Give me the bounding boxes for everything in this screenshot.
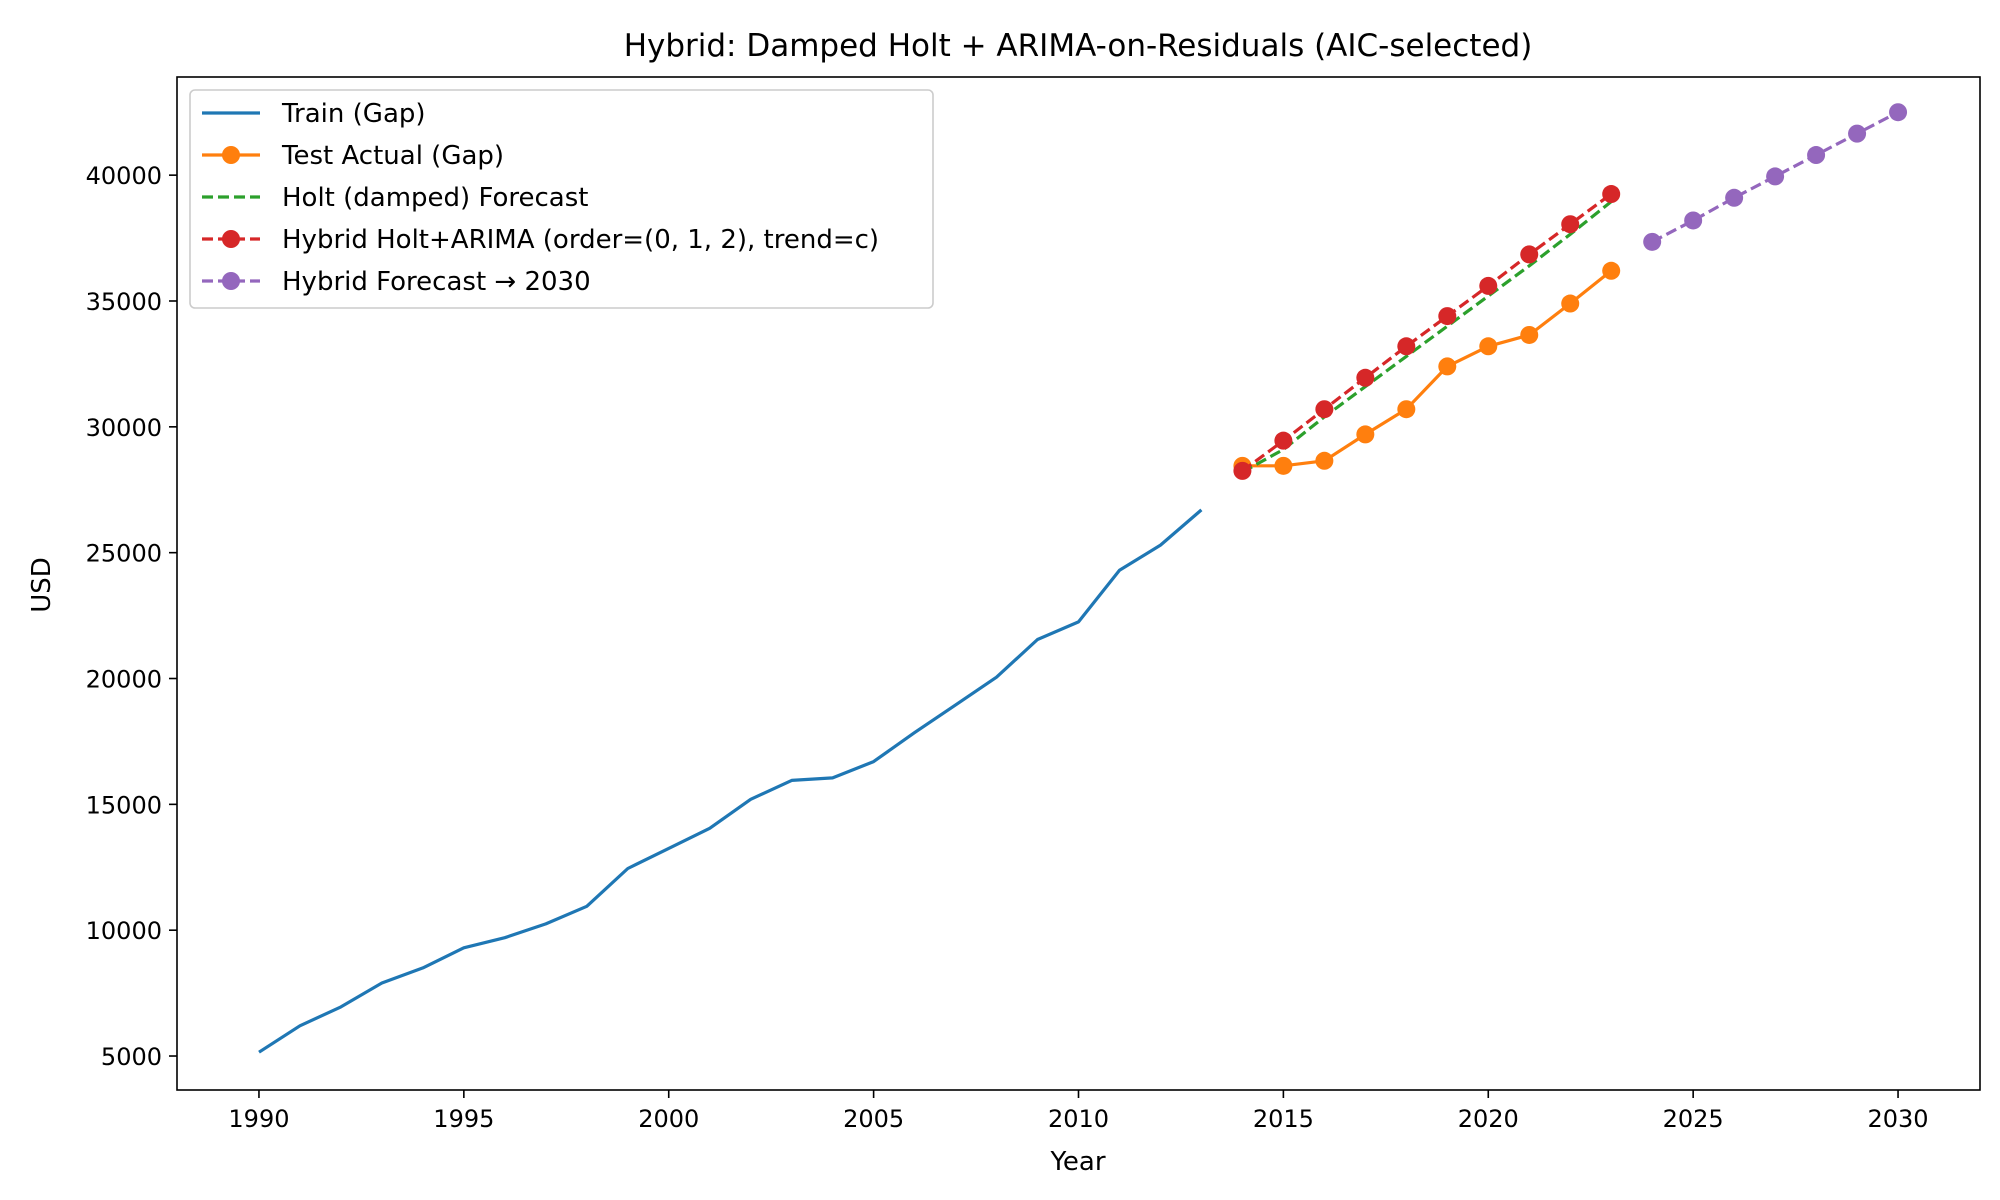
x-tick-label: 1990 [228, 1105, 289, 1133]
y-axis-title: USD [27, 557, 57, 613]
series-3-point [1233, 461, 1252, 480]
series-0 [258, 508, 1203, 1054]
series-1-point [1274, 456, 1293, 475]
series-line-0 [258, 508, 1203, 1054]
x-tick-label: 2025 [1663, 1105, 1724, 1133]
series-1 [1233, 261, 1621, 475]
series-3-point [1315, 400, 1334, 419]
y-tick-label: 40000 [86, 162, 162, 190]
series-1-point [1520, 325, 1539, 344]
series-4-point [1807, 146, 1826, 165]
legend-label: Train (Gap) [281, 99, 426, 129]
series-3 [1233, 185, 1621, 480]
series-4-point [1725, 188, 1744, 207]
legend-label: Test Actual (Gap) [281, 141, 504, 171]
series-3-point [1479, 276, 1498, 295]
y-axis: 5000 10000 15000 20000 25000 30000 35000 40000 [86, 162, 177, 1071]
series-4-point [1684, 211, 1703, 230]
legend-entry-0: Train (Gap) [202, 99, 426, 129]
y-tick-label: 25000 [86, 540, 162, 568]
x-tick-label: 2005 [843, 1105, 904, 1133]
series-line-2 [1241, 200, 1613, 474]
series-line-3 [1241, 192, 1613, 473]
series-1-point [1561, 294, 1580, 313]
legend-label: Hybrid Holt+ARIMA (order=(0, 1, 2), tren… [282, 225, 879, 255]
series-1-point [1315, 451, 1334, 470]
series-3-point [1602, 185, 1621, 204]
legend-entry-4: Hybrid Forecast → 2030 [202, 267, 591, 297]
legend-box [189, 89, 934, 309]
legend-label: Hybrid Forecast → 2030 [282, 267, 591, 297]
series-4-point [1643, 232, 1662, 251]
series-3-point [1438, 307, 1457, 326]
y-tick-label: 20000 [86, 666, 162, 694]
series-1-point [1356, 425, 1375, 444]
series-4-point [1889, 103, 1908, 122]
x-tick-label: 2010 [1048, 1105, 1109, 1133]
series-3-point [1274, 431, 1293, 450]
series-4 [1643, 103, 1908, 251]
legend-label: Holt (damped) Forecast [282, 183, 588, 213]
series-3-point [1397, 337, 1416, 356]
y-tick-label: 30000 [86, 414, 162, 442]
x-tick-label: 2000 [638, 1105, 699, 1133]
series-3-point [1356, 368, 1375, 387]
legend-entry-1: Test Actual (Gap) [202, 141, 504, 171]
x-tick-label: 2015 [1253, 1105, 1314, 1133]
legend-swatch-marker [222, 146, 240, 164]
series-1-point [1479, 337, 1498, 356]
x-tick-label: 1995 [433, 1105, 494, 1133]
x-tick-label: 2030 [1868, 1105, 1929, 1133]
y-tick-label: 5000 [101, 1043, 162, 1071]
legend-entry-2: Holt (damped) Forecast [202, 183, 588, 213]
series-1-point [1397, 400, 1416, 419]
chart-title: Hybrid: Damped Holt + ARIMA-on-Residuals… [624, 28, 1533, 64]
legend-swatch-marker [222, 272, 240, 290]
y-tick-label: 35000 [86, 288, 162, 316]
series-1-point [1438, 357, 1457, 376]
plot-area [176, 76, 1981, 1091]
series-3-point [1561, 215, 1580, 234]
legend: Train (Gap) Test Actual (Gap) Holt (damped… [189, 89, 934, 309]
legend-swatch-marker [222, 230, 240, 248]
x-axis: 1990 1995 2000 2005 2010 2015 2020 2025 2030 [228, 1090, 1929, 1133]
series-line-1 [1242, 269, 1613, 468]
series-1-point [1602, 261, 1621, 280]
series-2 [1241, 200, 1613, 474]
series-4-point [1848, 124, 1867, 143]
y-tick-label: 10000 [86, 917, 162, 945]
x-tick-label: 2020 [1458, 1105, 1519, 1133]
series-4-point [1766, 167, 1785, 186]
legend-entry-3: Hybrid Holt+ARIMA (order=(0, 1, 2), tren… [202, 225, 879, 255]
series-3-point [1520, 245, 1539, 264]
y-tick-label: 15000 [86, 791, 162, 819]
x-axis-title: Year [1049, 1147, 1105, 1177]
